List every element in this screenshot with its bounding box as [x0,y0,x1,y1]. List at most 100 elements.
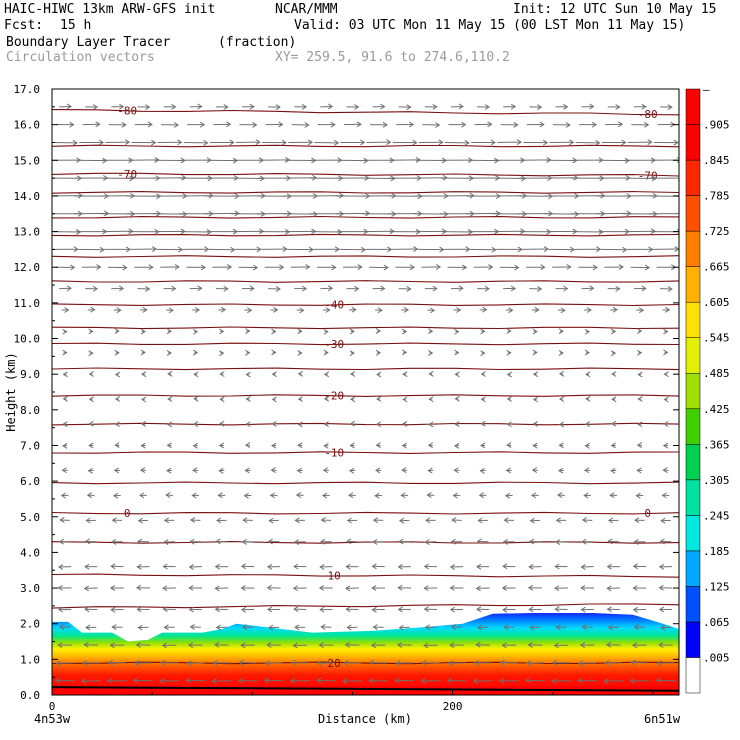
vector-arrowhead [264,660,270,667]
vector-arrowhead [237,677,243,684]
vector-arrowhead [321,492,328,499]
contour-label: -80 [638,108,658,121]
vector-arrowhead [301,285,308,292]
vector-arrowhead [113,467,120,474]
vector-arrowhead [558,350,564,356]
vector-arrowhead [84,538,91,545]
vector-arrowhead [318,584,325,591]
vector-arrowhead [621,139,627,146]
vector-arrowhead [644,121,650,128]
vector-arrowhead [245,371,251,378]
colorbar-label: – [703,83,710,96]
y-tick-label: 9.0 [20,368,40,381]
vector-arrowhead [122,264,128,271]
vector-arrowhead [145,104,151,111]
vector-arrowhead [171,103,177,110]
vector-arrowhead [382,121,389,128]
vector-arrowhead [659,538,665,545]
vector-arrowhead [88,371,94,377]
vector-arrowhead [403,306,410,313]
vector-arrowhead [349,371,356,377]
vector-arrowhead [271,371,277,378]
vector-arrowhead [72,139,78,146]
vector-arrowhead [199,121,206,128]
vector-arrowhead [665,306,671,313]
vector-arrowhead [263,677,269,684]
vector-arrowhead [189,623,195,630]
vector-arrowhead [369,659,375,666]
vector-arrowhead [54,677,60,684]
vector-arrowhead [323,421,329,428]
vector-arrowhead [62,371,68,378]
vector-arrowhead [398,538,404,545]
vector-arrowhead [611,420,617,427]
vector-arrowhead [663,328,669,335]
vector-arrowhead [589,103,595,110]
vector-arrowhead [84,606,90,613]
vector-arrowhead [267,538,273,545]
vector-arrowhead [256,246,262,253]
colorbar-label: .785 [703,190,730,203]
vector-arrowhead [477,624,483,631]
vector-arrowhead [142,306,148,313]
vector-arrowhead [319,564,325,570]
vector-arrowhead [678,193,679,199]
vector-arrowhead [99,246,105,253]
temperature-contour [52,233,679,237]
vector-arrowhead [83,641,89,648]
vector-arrowhead [532,420,538,427]
temperature-contour [52,144,679,148]
vector-arrowhead [216,517,222,524]
vector-arrowhead [293,563,299,570]
vector-arrowhead [554,606,560,613]
vector-arrowhead [480,328,486,335]
vector-arrowhead [584,349,591,356]
vector-arrowhead [247,307,253,314]
vector-arrowhead [589,285,595,292]
vector-arrowhead [125,246,132,253]
vector-arrowhead [162,585,168,592]
vector-arrowhead [542,139,549,146]
vector-arrowhead [244,442,251,449]
colorbar-label: .365 [703,438,730,451]
vector-arrowhead [167,396,173,403]
y-tick-label: 5.0 [20,511,40,524]
vector-arrowhead [553,642,559,649]
vector-arrowhead [532,328,538,335]
y-tick-label: 10.0 [14,333,41,346]
vector-arrowhead [413,246,419,252]
vector-arrowhead [229,139,235,146]
vector-arrowhead [327,285,334,292]
vector-arrowhead [297,328,303,335]
vector-arrowhead [482,306,488,313]
vector-arrowhead [136,606,142,613]
vector-arrowhead [527,641,533,648]
vector-arrowhead [114,421,120,428]
vector-arrowhead [241,624,248,631]
vector-arrowhead [658,563,665,570]
vector-arrowhead [192,328,199,335]
vector-arrowhead [140,420,147,427]
vector-arrowhead [191,492,197,499]
vector-arrowhead [426,492,432,498]
vector-arrowhead [633,624,639,631]
vector-arrowhead [558,421,565,428]
colorbar-swatch [685,88,701,125]
vector-arrowhead [375,328,382,334]
vector-arrowhead [345,563,351,570]
vector-arrowhead [110,538,117,545]
vector-arrowhead [421,659,427,666]
colorbar-label: .905 [703,119,730,132]
vector-arrowhead [585,395,591,402]
contour-label: -30 [324,338,344,351]
vector-arrowhead [447,660,453,667]
vector-arrowhead [60,492,66,499]
vector-arrowhead [454,395,460,402]
colorbar-swatch [685,124,701,161]
vector-arrowhead [297,442,303,449]
vector-arrowhead [110,606,116,613]
vector-arrowhead [555,539,561,546]
vector-arrowhead [581,538,587,545]
vector-arrowhead [595,139,601,146]
vector-arrowhead [217,492,223,499]
